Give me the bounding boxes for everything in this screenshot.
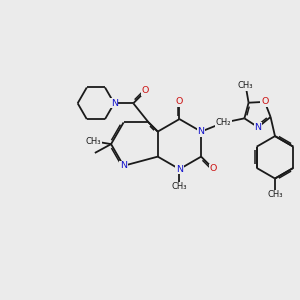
- Text: CH₃: CH₃: [86, 137, 101, 146]
- Text: CH₃: CH₃: [172, 182, 187, 191]
- Text: CH₂: CH₂: [215, 118, 231, 127]
- Text: CH₃: CH₃: [267, 190, 283, 199]
- Text: N: N: [176, 165, 183, 174]
- Text: O: O: [176, 97, 183, 106]
- Text: O: O: [142, 86, 149, 95]
- Text: O: O: [210, 164, 217, 173]
- Text: O: O: [261, 98, 268, 106]
- Text: N: N: [254, 123, 262, 132]
- Text: N: N: [198, 127, 205, 136]
- Text: CH₃: CH₃: [238, 81, 254, 90]
- Text: N: N: [111, 99, 118, 108]
- Text: N: N: [120, 161, 127, 170]
